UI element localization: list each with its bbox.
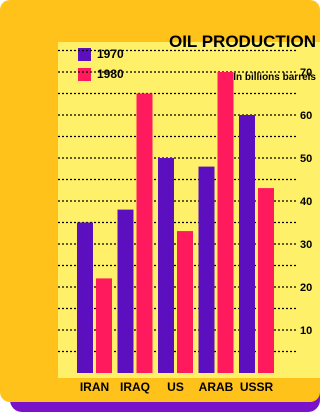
bars — [77, 72, 274, 373]
legend-label-1980: 1980 — [97, 67, 124, 81]
x-tick-label: ARAB — [199, 380, 234, 394]
bar-arab-1980 — [217, 72, 234, 373]
y-tick-label: 10 — [300, 325, 312, 337]
x-tick-label: USSR — [240, 380, 274, 394]
bar-iran-1980 — [96, 278, 112, 373]
bar-us-1980 — [177, 231, 193, 373]
bar-ussr-1980 — [258, 188, 274, 373]
bar-arab-1970 — [198, 166, 215, 373]
bar-us-1970 — [158, 158, 174, 373]
bar-iran-1970 — [77, 222, 93, 373]
bar-iraq-1980 — [136, 93, 153, 373]
y-tick-label: 30 — [300, 239, 312, 251]
x-tick-label: IRAQ — [120, 380, 150, 394]
chart-title: OIL PRODUCTION — [169, 32, 316, 51]
x-axis-ticks: IRAN IRAQ US ARAB USSR — [80, 380, 274, 394]
y-tick-label: 20 — [300, 282, 312, 294]
unit-label: In billions barrels — [233, 72, 316, 83]
bar-ussr-1970 — [239, 115, 255, 373]
x-tick-label: IRAN — [80, 380, 109, 394]
legend-label-1970: 1970 — [97, 47, 124, 61]
x-tick-label: US — [167, 380, 184, 394]
legend-swatch-1980 — [78, 68, 91, 81]
y-tick-label: 50 — [300, 153, 312, 165]
y-tick-label: 60 — [300, 110, 312, 122]
y-tick-label: 70 — [300, 67, 312, 79]
legend-swatch-1970 — [78, 48, 91, 61]
y-tick-label: 40 — [300, 196, 312, 208]
y-axis-ticks: 10 20 30 40 50 60 70 — [300, 67, 312, 337]
bar-iraq-1970 — [117, 209, 134, 373]
